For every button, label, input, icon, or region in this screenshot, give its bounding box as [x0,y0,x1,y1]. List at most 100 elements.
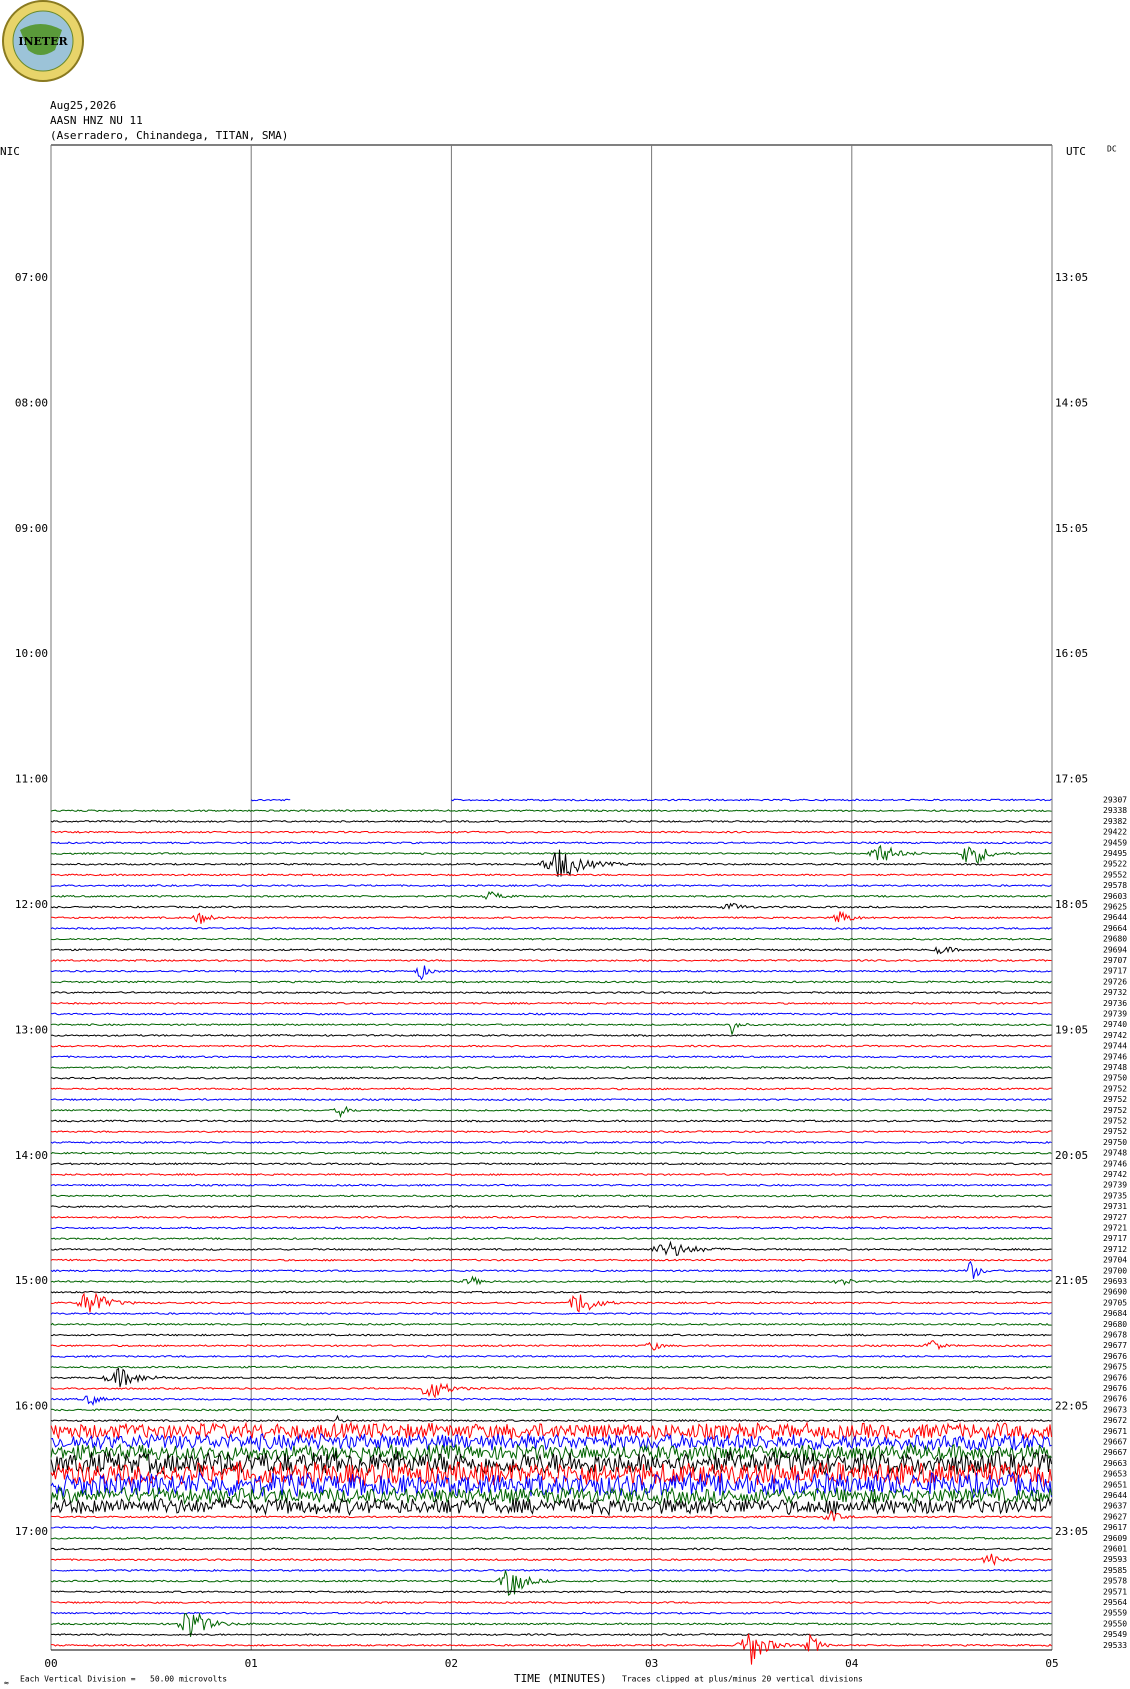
header-location: (Aserradero, Chinandega, TITAN, SMA) [50,129,288,142]
header-date: Aug25,2026 [50,99,116,112]
trace-label: 29746 [1103,1052,1127,1061]
trace [50,1076,1052,1080]
trace [51,946,1052,955]
trace-label: 29593 [1103,1555,1127,1564]
trace-label: 29739 [1103,1010,1127,1019]
x-tick-label: 03 [645,1657,658,1670]
trace [50,1140,1052,1144]
trace-label: 29676 [1103,1384,1127,1393]
trace-label: 29676 [1103,1395,1127,1404]
logo-land [20,24,62,55]
trace-label: 29732 [1103,988,1127,997]
trace-label: 29740 [1103,1020,1127,1029]
left-time: 11:00 [15,773,48,786]
trace [50,1354,1052,1358]
x-tick-label: 01 [245,1657,258,1670]
trace-label: 29651 [1103,1480,1127,1489]
trace [50,1382,1052,1399]
trace [50,1553,1052,1567]
trace [50,1260,1052,1279]
trace-label: 29742 [1103,1031,1127,1040]
left-time: 15:00 [15,1274,48,1287]
trace-label: 29705 [1103,1298,1127,1307]
trace-label: 29338 [1103,806,1127,815]
trace [50,1570,1052,1596]
left-time: 08:00 [15,396,48,409]
trace-label: 29603 [1103,892,1127,901]
trace-label: 29627 [1103,1512,1127,1521]
trace-label: 29549 [1103,1630,1127,1639]
axis-title: TIME (MINUTES) [514,1672,607,1685]
trace-label: 29712 [1103,1245,1127,1254]
trace-label: 29495 [1103,849,1127,858]
left-time: 07:00 [15,271,48,284]
trace-label: 29752 [1103,1117,1127,1126]
trace [50,1162,1052,1166]
trace [50,1408,1052,1412]
trace-label: 29644 [1103,913,1127,922]
trace-label: 29673 [1103,1405,1127,1414]
trace-label: 29667 [1103,1448,1127,1457]
trace-label: 29752 [1103,1095,1127,1104]
trace [50,1237,1052,1241]
trace-label: 29382 [1103,817,1127,826]
trace [50,902,1052,910]
trace-label: 29625 [1103,903,1127,912]
trace-label: 29564 [1103,1598,1127,1607]
left-time: 14:00 [15,1149,48,1162]
trace-label: 29736 [1103,999,1127,1008]
trace [50,1611,1052,1615]
trace-label: 29637 [1103,1502,1127,1511]
trace [50,965,1052,981]
trace-label: 29742 [1103,1170,1127,1179]
trace [50,1365,1052,1369]
trace [50,1001,1052,1005]
trace-label: 29752 [1103,1106,1127,1115]
x-tick-label: 02 [445,1657,458,1670]
trace [50,1130,1052,1134]
trace [50,1339,1052,1351]
trace [50,1471,1052,1499]
trace-label: 29578 [1103,881,1127,890]
right-time: 19:05 [1055,1023,1088,1036]
trace [50,1590,1052,1594]
trace [50,1395,1052,1407]
trace-label: 29609 [1103,1534,1127,1543]
trace-label: 29678 [1103,1331,1127,1340]
x-tick-label: 00 [44,1657,57,1670]
trace-label: 29680 [1103,1320,1127,1329]
trace [50,1633,1052,1637]
trace [50,1044,1052,1048]
trace-label: 29748 [1103,1063,1127,1072]
right-time: 22:05 [1055,1400,1088,1413]
right-time: 18:05 [1055,898,1088,911]
x-tick-label: 05 [1045,1657,1058,1670]
right-time: 21:05 [1055,1274,1088,1287]
left-time: 17:00 [15,1525,48,1538]
trace-label: 29664 [1103,924,1127,933]
trace [50,1226,1052,1230]
trace-label: 29559 [1103,1609,1127,1618]
trace-label: 29680 [1103,935,1127,944]
trace-label: 29617 [1103,1523,1127,1532]
trace-label: 29307 [1103,796,1127,805]
right-time: 20:05 [1055,1149,1088,1162]
trace-label: 29601 [1103,1545,1127,1554]
trace [50,1442,1052,1463]
trace [50,1194,1052,1198]
trace [50,1119,1052,1123]
trace [50,1420,1052,1442]
trace-label: 29750 [1103,1074,1127,1083]
trace [50,959,1052,962]
trace [50,1087,1052,1091]
trace [50,1292,1052,1313]
trace-label: 29704 [1103,1256,1127,1265]
trace-label: 29744 [1103,1042,1127,1051]
trace [50,980,1052,984]
trace-label: 29684 [1103,1309,1127,1318]
trace-label: 29746 [1103,1159,1127,1168]
trace [50,991,1052,995]
trace [50,873,1052,877]
trace [250,798,291,802]
trace-label: 29533 [1103,1641,1127,1650]
